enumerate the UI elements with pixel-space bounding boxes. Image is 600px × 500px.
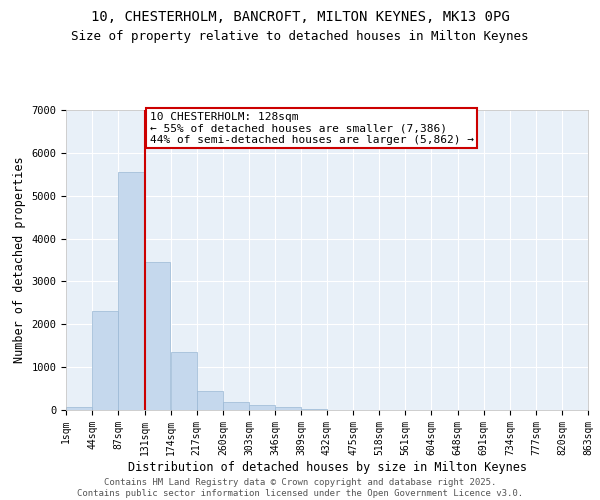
Text: 10, CHESTERHOLM, BANCROFT, MILTON KEYNES, MK13 0PG: 10, CHESTERHOLM, BANCROFT, MILTON KEYNES… [91, 10, 509, 24]
Bar [249, 406, 275, 410]
Bar [145, 262, 170, 410]
Text: Contains HM Land Registry data © Crown copyright and database right 2025.
Contai: Contains HM Land Registry data © Crown c… [77, 478, 523, 498]
Bar [301, 408, 326, 410]
Y-axis label: Number of detached properties: Number of detached properties [13, 156, 26, 364]
Bar [67, 406, 92, 410]
X-axis label: Distribution of detached houses by size in Milton Keynes: Distribution of detached houses by size … [128, 460, 527, 473]
Bar [223, 402, 248, 410]
Text: 10 CHESTERHOLM: 128sqm
← 55% of detached houses are smaller (7,386)
44% of semi-: 10 CHESTERHOLM: 128sqm ← 55% of detached… [149, 112, 473, 144]
Text: Size of property relative to detached houses in Milton Keynes: Size of property relative to detached ho… [71, 30, 529, 43]
Bar [171, 352, 197, 410]
Bar [92, 312, 118, 410]
Bar [118, 172, 144, 410]
Bar [197, 390, 223, 410]
Bar [275, 406, 301, 410]
